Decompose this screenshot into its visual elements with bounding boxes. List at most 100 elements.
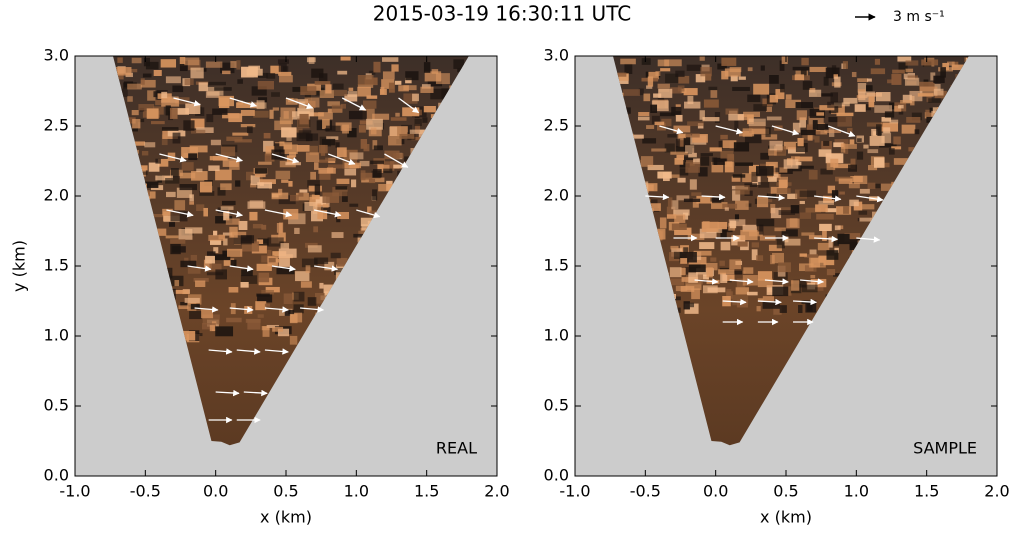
texture-cell <box>259 179 276 184</box>
texture-cell <box>270 65 282 74</box>
texture-cell <box>278 248 297 258</box>
texture-cell <box>930 72 936 81</box>
texture-cell <box>675 70 685 78</box>
texture-cell <box>172 108 189 115</box>
texture-cell <box>176 187 193 198</box>
texture-cell <box>222 70 231 75</box>
texture-cell <box>746 291 758 296</box>
texture-cell <box>770 254 775 265</box>
texture-cell <box>722 140 737 149</box>
texture-cell <box>849 239 862 251</box>
wind-arrow <box>814 235 839 243</box>
texture-cell <box>792 122 801 133</box>
texture-cell <box>742 275 758 286</box>
texture-cell <box>893 136 901 145</box>
texture-cell <box>214 87 232 91</box>
x-tick-label: 0.0 <box>203 482 228 501</box>
texture-cell <box>919 86 938 97</box>
texture-cell <box>816 213 834 220</box>
texture-cell <box>866 85 873 92</box>
texture-cell <box>769 94 779 103</box>
texture-cell <box>766 106 772 112</box>
texture-cell <box>689 179 697 190</box>
texture-cell <box>283 111 289 119</box>
texture-cell <box>673 125 691 133</box>
texture-cell <box>344 168 357 176</box>
texture-cell <box>279 75 293 83</box>
texture-cell <box>382 57 399 62</box>
texture-cell <box>823 140 830 146</box>
texture-cell <box>673 251 683 259</box>
texture-cell <box>622 89 641 96</box>
texture-cell <box>880 122 899 132</box>
texture-cell <box>809 66 828 73</box>
x-tick-label: 2.0 <box>984 482 1009 501</box>
texture-cell <box>646 85 653 89</box>
texture-cell <box>331 232 344 238</box>
texture-cell <box>267 237 284 247</box>
texture-cell <box>253 110 269 118</box>
texture-cell <box>682 212 689 220</box>
y-tick-label: 2.5 <box>44 116 69 135</box>
texture-cell <box>753 104 767 111</box>
texture-cell <box>742 224 757 232</box>
texture-cell <box>257 238 269 246</box>
texture-cell <box>225 218 240 225</box>
texture-cell <box>220 183 232 191</box>
texture-cell <box>342 191 348 202</box>
texture-cell <box>223 238 228 246</box>
texture-cell <box>189 201 195 205</box>
texture-cell <box>330 252 341 259</box>
texture-cell <box>189 145 208 153</box>
texture-cell <box>942 62 949 71</box>
texture-cell <box>268 258 276 263</box>
texture-cell <box>722 272 735 282</box>
y-tick-label: 2.0 <box>44 186 69 205</box>
texture-cell <box>772 173 779 178</box>
texture-cell <box>170 168 179 178</box>
texture-cell <box>370 160 385 165</box>
texture-cell <box>798 305 803 314</box>
x-tick-label: 2.0 <box>484 482 509 501</box>
texture-cell <box>703 99 719 108</box>
texture-cell <box>643 183 658 192</box>
texture-cell <box>720 273 728 284</box>
wind-arrow <box>264 306 289 313</box>
texture-cell <box>184 78 194 86</box>
texture-cell <box>300 281 312 288</box>
texture-cell <box>685 145 695 154</box>
texture-cell <box>279 222 284 233</box>
texture-cell <box>820 168 833 175</box>
texture-cell <box>246 68 263 76</box>
texture-cell <box>742 173 758 183</box>
texture-cell <box>675 114 683 122</box>
texture-cell <box>807 301 813 312</box>
texture-cell <box>873 131 878 136</box>
texture-cell <box>769 75 779 84</box>
texture-cell <box>143 57 150 67</box>
texture-cell <box>311 194 320 200</box>
texture-cell <box>403 93 418 104</box>
texture-cell <box>184 57 200 66</box>
texture-cell <box>815 130 828 135</box>
texture-cell <box>208 81 226 86</box>
texture-cell <box>272 107 279 111</box>
texture-cell <box>793 279 807 288</box>
texture-cell <box>732 86 750 92</box>
texture-cell <box>828 117 846 123</box>
texture-cell <box>616 73 629 81</box>
texture-cell <box>760 65 765 71</box>
texture-cell <box>414 118 422 127</box>
texture-cell <box>719 260 725 266</box>
texture-cell <box>909 90 923 102</box>
texture-cell <box>199 181 213 193</box>
texture-cell <box>816 93 833 97</box>
texture-cell <box>220 62 235 74</box>
texture-cell <box>195 280 206 287</box>
x-tick-label: 0.5 <box>773 482 798 501</box>
texture-cell <box>713 157 727 165</box>
texture-cell <box>148 162 160 172</box>
texture-cell <box>405 71 419 81</box>
texture-cell <box>190 303 200 310</box>
texture-cell <box>676 154 685 160</box>
